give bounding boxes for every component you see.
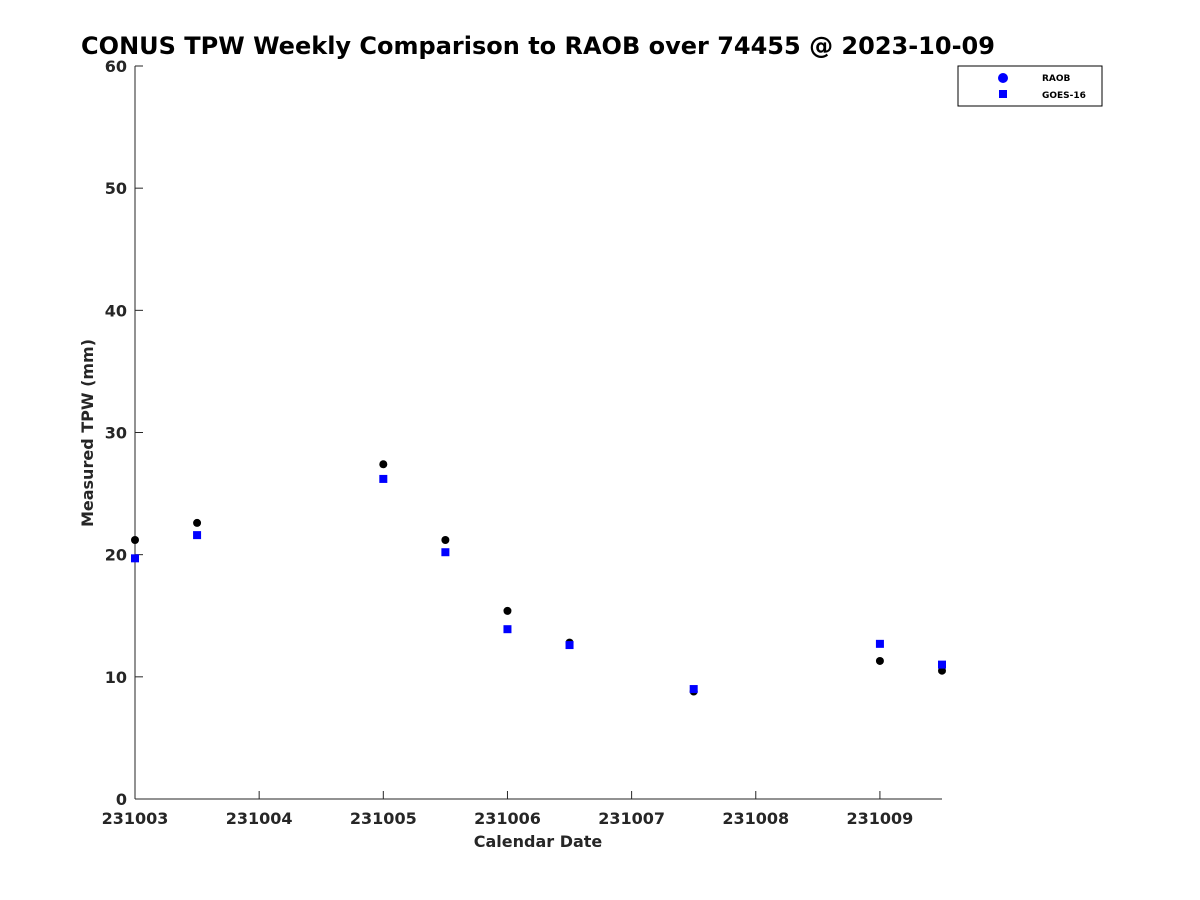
x-tick-label: 231004 <box>226 809 293 828</box>
goes16-point <box>193 531 202 540</box>
x-tick-label: 231008 <box>722 809 789 828</box>
data-points <box>131 460 946 696</box>
chart-title: CONUS TPW Weekly Comparison to RAOB over… <box>81 32 995 60</box>
y-tick-label: 40 <box>105 301 127 320</box>
raob-point <box>379 460 388 469</box>
x-tick-label: 231009 <box>847 809 914 828</box>
x-tick-label: 231007 <box>598 809 665 828</box>
goes16-point <box>131 554 139 563</box>
legend-box <box>957 65 1103 107</box>
y-axis-label: Measured TPW (mm) <box>78 339 97 527</box>
x-tick-label: 231005 <box>350 809 417 828</box>
y-tick-label: 0 <box>116 790 127 809</box>
goes16-point <box>565 641 574 650</box>
goes16-point <box>441 548 450 557</box>
legend-label-raob: RAOB <box>1042 74 1071 84</box>
goes16-point <box>938 660 946 669</box>
legend: RAOB GOES-16 <box>957 65 1103 107</box>
y-tick-label: 60 <box>105 57 127 76</box>
raob-point <box>131 536 139 545</box>
x-axis-label: Calendar Date <box>474 832 603 851</box>
legend-marker-raob <box>998 73 1008 83</box>
x-tick-label: 231003 <box>102 809 169 828</box>
raob-point <box>875 656 884 665</box>
legend-marker-goes16 <box>999 90 1007 98</box>
goes16-point <box>379 474 388 483</box>
axes <box>134 66 942 800</box>
goes16-point <box>689 685 698 694</box>
goes16-point <box>503 625 512 634</box>
legend-label-goes16: GOES-16 <box>1042 91 1086 101</box>
goes16-point <box>875 639 884 648</box>
y-tick-label: 50 <box>105 179 127 198</box>
raob-point <box>441 536 450 545</box>
x-tick-label: 231006 <box>474 809 541 828</box>
raob-point <box>503 606 512 615</box>
raob-point <box>938 666 946 675</box>
x-ticks: 231003 231004 231005 231006 231007 231008 2310… <box>102 791 914 828</box>
y-tick-label: 30 <box>105 424 127 443</box>
y-ticks: 0 10 20 30 40 50 60 <box>105 57 143 809</box>
raob-point <box>193 518 202 527</box>
y-tick-label: 10 <box>105 668 127 687</box>
y-tick-label: 20 <box>105 546 127 565</box>
